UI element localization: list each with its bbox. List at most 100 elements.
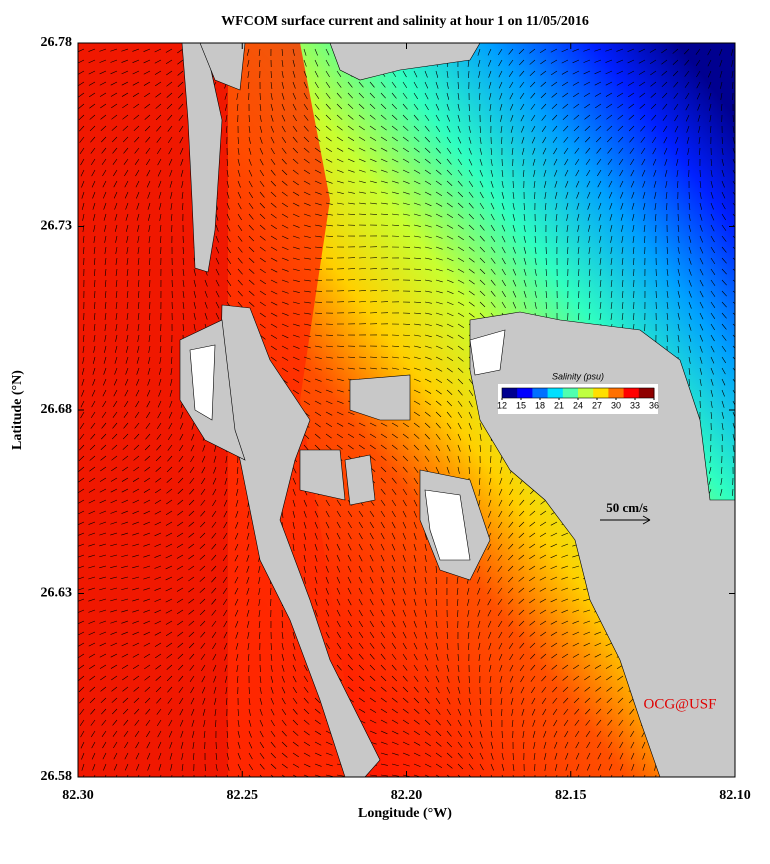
current-vector	[457, 191, 464, 198]
current-vector	[292, 334, 300, 338]
current-vector	[583, 48, 591, 52]
current-vector	[201, 477, 206, 485]
current-vector	[542, 719, 547, 727]
current-vector	[583, 609, 591, 613]
current-vector	[457, 301, 465, 306]
current-vector	[259, 235, 266, 241]
current-vector	[92, 367, 96, 375]
current-vector	[597, 180, 602, 188]
current-vector	[541, 675, 547, 682]
current-vector	[160, 235, 162, 243]
current-vector	[574, 158, 580, 166]
current-vector	[248, 279, 255, 285]
current-vector	[79, 697, 85, 704]
current-vector	[677, 323, 680, 331]
current-vector	[104, 774, 107, 777]
current-vector	[608, 741, 613, 749]
current-vector	[155, 664, 162, 670]
current-vector	[509, 653, 514, 661]
current-vector	[248, 191, 254, 199]
current-vector	[677, 224, 680, 232]
current-vector	[126, 774, 129, 777]
current-vector	[190, 686, 195, 694]
current-vector	[572, 598, 580, 602]
current-vector	[136, 202, 140, 210]
current-vector	[468, 136, 472, 144]
current-vector	[424, 70, 428, 78]
current-vector	[710, 268, 716, 275]
current-vector	[99, 488, 107, 493]
colorbar-tick-label: 24	[573, 400, 583, 410]
current-vector	[413, 620, 417, 628]
current-vector	[137, 312, 140, 320]
current-vector	[518, 521, 525, 528]
current-vector	[143, 631, 151, 636]
current-vector	[530, 675, 536, 682]
current-vector	[446, 213, 454, 219]
current-vector	[167, 114, 173, 121]
current-vector	[126, 268, 129, 276]
current-vector	[424, 257, 432, 260]
current-vector	[314, 191, 322, 195]
current-vector	[358, 565, 363, 573]
current-vector	[610, 235, 613, 243]
current-vector	[281, 257, 289, 261]
current-vector	[80, 741, 85, 749]
current-vector	[188, 532, 195, 538]
current-vector	[132, 620, 140, 624]
colorbar-tick-label: 27	[592, 400, 602, 410]
current-vector	[336, 202, 344, 205]
current-vector	[529, 642, 536, 649]
current-vector	[281, 763, 288, 769]
current-vector	[413, 81, 418, 89]
current-vector	[413, 719, 420, 725]
current-vector	[358, 202, 366, 205]
current-vector	[247, 81, 250, 89]
current-vector	[259, 180, 265, 187]
current-vector	[457, 378, 464, 385]
current-vector	[402, 532, 407, 540]
current-vector	[413, 312, 421, 315]
current-vector	[595, 136, 602, 143]
current-vector	[199, 598, 206, 605]
current-vector	[501, 774, 503, 777]
current-vector	[88, 631, 96, 636]
current-vector	[424, 290, 432, 293]
current-vector	[94, 301, 96, 309]
current-vector	[732, 301, 735, 305]
current-vector	[347, 213, 355, 215]
current-vector	[281, 741, 288, 748]
current-vector	[303, 268, 311, 271]
current-vector	[178, 114, 184, 121]
current-vector	[497, 609, 503, 616]
current-vector	[215, 268, 220, 276]
current-vector	[574, 147, 580, 154]
current-vector	[134, 433, 140, 440]
current-vector	[610, 290, 613, 298]
current-vector	[413, 147, 420, 153]
current-vector	[281, 686, 286, 694]
current-vector	[479, 697, 482, 705]
current-vector	[99, 81, 107, 86]
current-vector	[99, 59, 107, 63]
current-vector	[167, 433, 173, 441]
current-vector	[281, 180, 288, 186]
current-vector	[488, 499, 492, 507]
current-vector	[222, 565, 228, 572]
current-vector	[633, 301, 635, 310]
current-vector	[699, 246, 704, 254]
current-vector	[545, 257, 547, 265]
current-vector	[270, 169, 276, 176]
current-vector	[88, 92, 96, 98]
current-vector	[402, 477, 408, 484]
current-vector	[446, 279, 454, 283]
current-vector	[99, 510, 107, 514]
current-vector	[424, 609, 427, 617]
current-vector	[325, 752, 333, 756]
current-vector	[145, 719, 151, 726]
current-vector	[596, 730, 602, 737]
current-vector	[512, 763, 515, 771]
current-vector	[122, 697, 129, 703]
current-vector	[325, 81, 331, 88]
